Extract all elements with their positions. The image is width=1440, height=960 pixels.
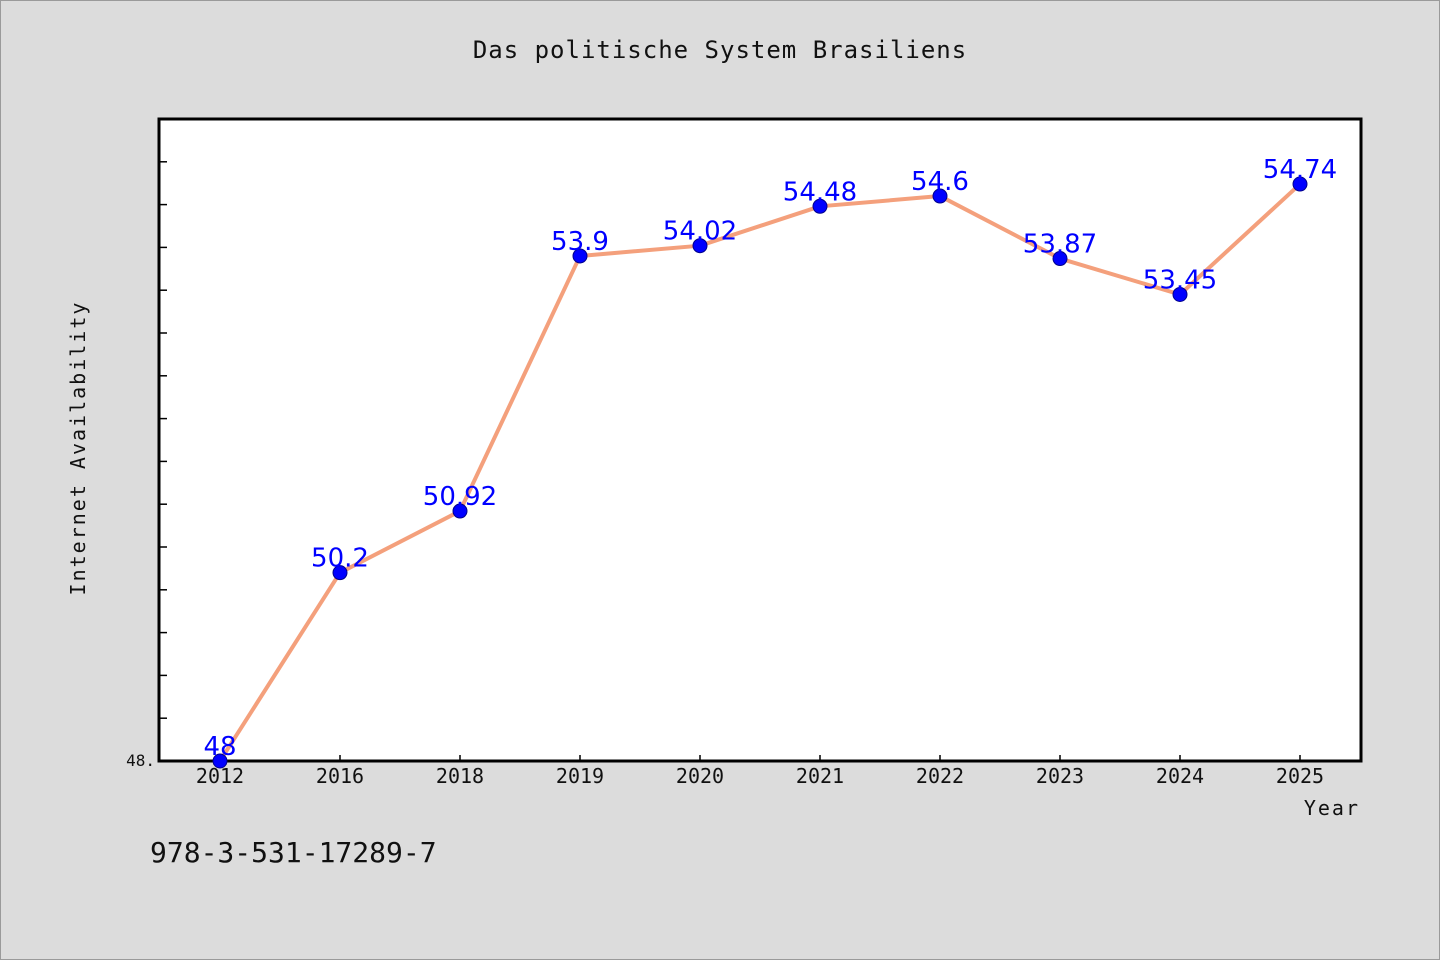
data-point (932, 188, 948, 204)
data-point (1052, 251, 1068, 267)
x-tick-label: 2019 (556, 764, 604, 788)
data-point (452, 503, 468, 519)
data-point (212, 753, 228, 769)
data-point (692, 238, 708, 254)
data-point (812, 198, 828, 214)
y-tick-label: 48. (126, 751, 155, 770)
isbn-text: 978-3-531-17289-7 (150, 836, 437, 869)
data-label: 54.6 (911, 167, 969, 197)
data-label: 50.2 (311, 544, 369, 574)
x-tick-label: 2020 (676, 764, 724, 788)
x-tick-label: 2016 (316, 764, 364, 788)
chart-title: Das politische System Brasiliens (472, 36, 968, 64)
data-label: 48 (203, 732, 236, 762)
y-axis-ticks: 48. (126, 118, 167, 770)
data-label: 53.9 (551, 227, 609, 257)
data-point (1172, 286, 1188, 302)
x-axis-label: Year (1303, 796, 1360, 820)
data-label: 53.87 (1023, 230, 1097, 260)
data-point (1292, 176, 1308, 192)
x-tick-label: 2021 (796, 764, 844, 788)
data-label: 53.45 (1143, 265, 1217, 295)
data-point (572, 248, 588, 264)
data-label: 54.74 (1263, 155, 1337, 185)
data-point (332, 565, 348, 581)
series-markers (212, 176, 1308, 769)
data-label: 54.48 (783, 177, 857, 207)
x-tick-label: 2018 (436, 764, 484, 788)
x-tick-label: 2023 (1036, 764, 1084, 788)
plot-area (157, 117, 1363, 763)
x-tick-label: 2024 (1156, 764, 1204, 788)
x-tick-label: 2022 (916, 764, 964, 788)
data-labels: 48 50.2 50.92 53.9 54.02 54.48 54.6 53.87 53.45 5… (203, 155, 1337, 762)
data-label: 54.02 (663, 217, 737, 247)
x-tick-label: 2025 (1276, 764, 1324, 788)
series-line (218, 182, 1302, 763)
data-label: 50.92 (423, 482, 497, 512)
x-axis-ticks: 2012 2016 2018 2019 2020 2021 2022 2023 2024 2025 (196, 755, 1324, 788)
